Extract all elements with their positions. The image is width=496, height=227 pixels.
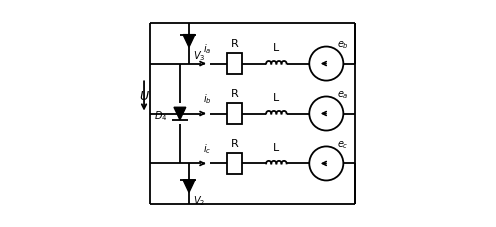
- Text: $V_2$: $V_2$: [193, 194, 205, 208]
- Text: U: U: [139, 90, 149, 103]
- Text: L: L: [273, 93, 280, 103]
- Text: R: R: [231, 89, 238, 99]
- Polygon shape: [183, 180, 195, 192]
- Text: $D_4$: $D_4$: [154, 109, 168, 123]
- Text: $e_c$: $e_c$: [337, 139, 349, 151]
- Text: L: L: [273, 43, 280, 53]
- Bar: [227, 103, 242, 124]
- Text: $i_b$: $i_b$: [202, 92, 211, 106]
- Text: $i_a$: $i_a$: [202, 42, 211, 56]
- Text: $e_b$: $e_b$: [337, 39, 349, 51]
- Text: R: R: [231, 139, 238, 149]
- Bar: [227, 153, 242, 174]
- Text: L: L: [273, 143, 280, 153]
- Text: $V_3$: $V_3$: [193, 49, 205, 63]
- Polygon shape: [174, 107, 186, 120]
- Bar: [227, 53, 242, 74]
- Polygon shape: [183, 35, 195, 47]
- Text: R: R: [231, 39, 238, 49]
- Text: $e_a$: $e_a$: [337, 89, 349, 101]
- Text: $i_c$: $i_c$: [202, 142, 211, 156]
